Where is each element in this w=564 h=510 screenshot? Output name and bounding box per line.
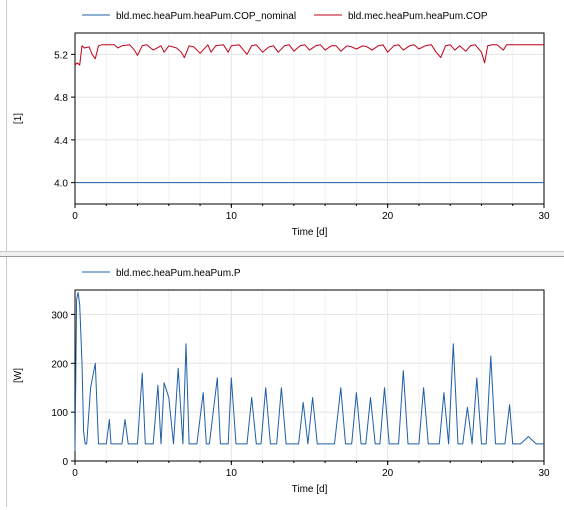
y-tick-label: 200 (51, 359, 68, 370)
power-chart: bld.mec.heaPum.heaPum.P0 10 20 300100200300… (13, 268, 550, 495)
series-line (74, 291, 544, 452)
x-tick-label: 0 (72, 211, 78, 222)
legend-label: bld.mec.heaPum.heaPum.COP (348, 11, 488, 22)
x-axis-label: Time [d] (292, 227, 328, 238)
x-tick-label: 20 (382, 211, 394, 222)
legend-label: bld.mec.heaPum.heaPum.COP_nominal (116, 11, 296, 22)
y-tick-label: 5.2 (54, 50, 68, 61)
y-tick-label: 0 (62, 457, 68, 468)
plot-frame (74, 289, 545, 462)
cop-chart: bld.mec.heaPum.heaPum.COP_nominal bld.mec… (13, 11, 550, 238)
plot-frame (74, 32, 545, 205)
series-line (74, 44, 544, 66)
y-tick-label: 4.0 (54, 179, 68, 190)
x-tick-label: 0 (72, 468, 78, 479)
y-tick-label: 4.4 (54, 136, 68, 147)
x-tick-label: 10 (226, 211, 238, 222)
x-axis-label: Time [d] (292, 484, 328, 495)
y-axis-label: [W] (13, 368, 24, 383)
y-tick-label: 4.8 (54, 93, 68, 104)
x-tick-label: 10 (226, 468, 238, 479)
y-tick-label: 100 (51, 408, 68, 419)
plot-splitter[interactable] (0, 251, 564, 257)
x-tick-label: 30 (538, 468, 550, 479)
x-tick-label: 30 (538, 211, 550, 222)
power-plot-panel[interactable]: bld.mec.heaPum.heaPum.P 0 10 20 30 0 100 200 300… (7, 257, 564, 507)
cop-plot-panel[interactable]: bld.mec.heaPum.heaPum.COP_nominal bld.mec… (7, 0, 564, 251)
y-tick-label: 300 (51, 310, 68, 321)
x-tick-label: 20 (382, 468, 394, 479)
legend-label: bld.mec.heaPum.heaPum.P (116, 268, 241, 279)
y-axis-label: [1] (13, 113, 24, 124)
